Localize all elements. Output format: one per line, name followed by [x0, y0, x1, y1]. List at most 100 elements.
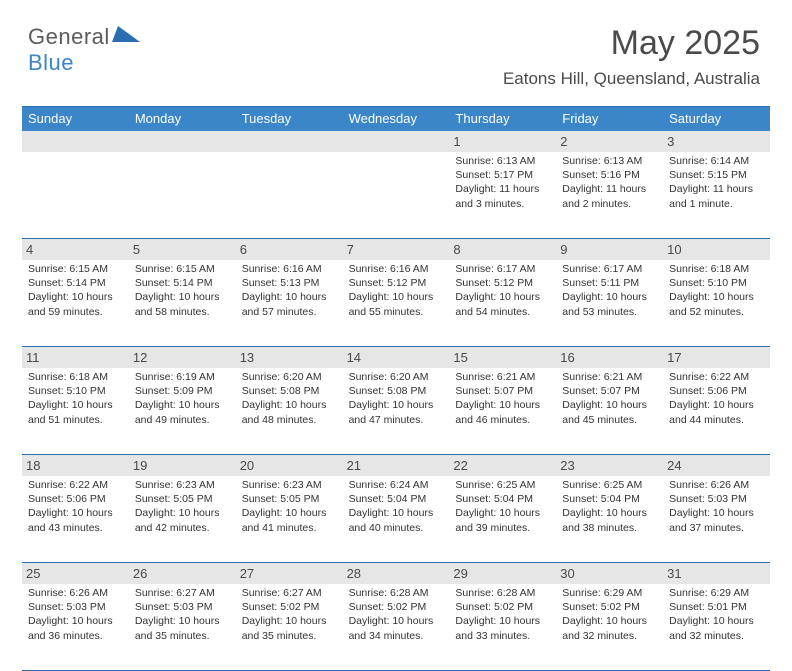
- weekday-header-row: SundayMondayTuesdayWednesdayThursdayFrid…: [22, 107, 770, 131]
- logo-word-blue: Blue: [28, 50, 74, 75]
- daylight-text: Daylight: 10 hours and 35 minutes.: [242, 614, 337, 642]
- day-number: 29: [449, 563, 556, 584]
- day-cell: Sunrise: 6:28 AMSunset: 5:02 PMDaylight:…: [343, 584, 450, 670]
- sunrise-text: Sunrise: 6:19 AM: [135, 370, 230, 384]
- daylight-text: Daylight: 10 hours and 39 minutes.: [455, 506, 550, 534]
- daylight-text: Daylight: 11 hours and 2 minutes.: [562, 182, 657, 210]
- sunset-text: Sunset: 5:15 PM: [669, 168, 764, 182]
- logo-sail-icon: [112, 26, 140, 42]
- sunset-text: Sunset: 5:07 PM: [562, 384, 657, 398]
- sunrise-text: Sunrise: 6:18 AM: [669, 262, 764, 276]
- weekday-header-cell: Wednesday: [343, 107, 450, 131]
- day-cell: [343, 152, 450, 238]
- day-details: Sunrise: 6:15 AMSunset: 5:14 PMDaylight:…: [133, 260, 232, 319]
- day-details: Sunrise: 6:29 AMSunset: 5:01 PMDaylight:…: [667, 584, 766, 643]
- daylight-text: Daylight: 10 hours and 32 minutes.: [562, 614, 657, 642]
- day-number: 21: [343, 455, 450, 476]
- sunrise-text: Sunrise: 6:29 AM: [562, 586, 657, 600]
- sunset-text: Sunset: 5:05 PM: [135, 492, 230, 506]
- day-number: 17: [663, 347, 770, 368]
- day-cell: [236, 152, 343, 238]
- day-cell: Sunrise: 6:17 AMSunset: 5:12 PMDaylight:…: [449, 260, 556, 346]
- daylight-text: Daylight: 10 hours and 58 minutes.: [135, 290, 230, 318]
- day-cell: Sunrise: 6:29 AMSunset: 5:01 PMDaylight:…: [663, 584, 770, 670]
- sunrise-text: Sunrise: 6:25 AM: [455, 478, 550, 492]
- weeks-container: 123Sunrise: 6:13 AMSunset: 5:17 PMDaylig…: [22, 131, 770, 671]
- day-cell: Sunrise: 6:13 AMSunset: 5:16 PMDaylight:…: [556, 152, 663, 238]
- sunrise-text: Sunrise: 6:23 AM: [135, 478, 230, 492]
- day-cell: Sunrise: 6:16 AMSunset: 5:13 PMDaylight:…: [236, 260, 343, 346]
- sunset-text: Sunset: 5:12 PM: [349, 276, 444, 290]
- logo-text: General Blue: [28, 24, 140, 75]
- day-number: 18: [22, 455, 129, 476]
- daylight-text: Daylight: 11 hours and 1 minute.: [669, 182, 764, 210]
- day-details: Sunrise: 6:28 AMSunset: 5:02 PMDaylight:…: [453, 584, 552, 643]
- sunset-text: Sunset: 5:08 PM: [349, 384, 444, 398]
- day-number: 14: [343, 347, 450, 368]
- sunrise-text: Sunrise: 6:23 AM: [242, 478, 337, 492]
- day-number: 5: [129, 239, 236, 260]
- sunrise-text: Sunrise: 6:22 AM: [669, 370, 764, 384]
- day-number: 8: [449, 239, 556, 260]
- day-details: Sunrise: 6:24 AMSunset: 5:04 PMDaylight:…: [347, 476, 446, 535]
- daylight-text: Daylight: 10 hours and 59 minutes.: [28, 290, 123, 318]
- daylight-text: Daylight: 10 hours and 35 minutes.: [135, 614, 230, 642]
- day-number: 23: [556, 455, 663, 476]
- day-cell: Sunrise: 6:21 AMSunset: 5:07 PMDaylight:…: [449, 368, 556, 454]
- day-number: 24: [663, 455, 770, 476]
- day-details: Sunrise: 6:26 AMSunset: 5:03 PMDaylight:…: [667, 476, 766, 535]
- day-cell: Sunrise: 6:15 AMSunset: 5:14 PMDaylight:…: [22, 260, 129, 346]
- day-details: Sunrise: 6:20 AMSunset: 5:08 PMDaylight:…: [240, 368, 339, 427]
- daylight-text: Daylight: 10 hours and 57 minutes.: [242, 290, 337, 318]
- day-details: Sunrise: 6:22 AMSunset: 5:06 PMDaylight:…: [26, 476, 125, 535]
- sunset-text: Sunset: 5:04 PM: [349, 492, 444, 506]
- sunset-text: Sunset: 5:13 PM: [242, 276, 337, 290]
- day-details: Sunrise: 6:25 AMSunset: 5:04 PMDaylight:…: [453, 476, 552, 535]
- sunset-text: Sunset: 5:08 PM: [242, 384, 337, 398]
- daylight-text: Daylight: 10 hours and 52 minutes.: [669, 290, 764, 318]
- sunset-text: Sunset: 5:03 PM: [135, 600, 230, 614]
- sunset-text: Sunset: 5:04 PM: [562, 492, 657, 506]
- week-row: Sunrise: 6:22 AMSunset: 5:06 PMDaylight:…: [22, 476, 770, 563]
- day-details: Sunrise: 6:15 AMSunset: 5:14 PMDaylight:…: [26, 260, 125, 319]
- sunrise-text: Sunrise: 6:16 AM: [349, 262, 444, 276]
- daylight-text: Daylight: 10 hours and 43 minutes.: [28, 506, 123, 534]
- day-number: 30: [556, 563, 663, 584]
- month-title: May 2025: [503, 24, 760, 63]
- day-number: 4: [22, 239, 129, 260]
- day-cell: Sunrise: 6:28 AMSunset: 5:02 PMDaylight:…: [449, 584, 556, 670]
- day-cell: Sunrise: 6:26 AMSunset: 5:03 PMDaylight:…: [22, 584, 129, 670]
- day-details: Sunrise: 6:18 AMSunset: 5:10 PMDaylight:…: [667, 260, 766, 319]
- day-cell: [129, 152, 236, 238]
- sunrise-text: Sunrise: 6:15 AM: [28, 262, 123, 276]
- weekday-header-cell: Friday: [556, 107, 663, 131]
- day-number: 25: [22, 563, 129, 584]
- logo-word-general: General: [28, 24, 110, 49]
- sunset-text: Sunset: 5:04 PM: [455, 492, 550, 506]
- sunset-text: Sunset: 5:06 PM: [669, 384, 764, 398]
- day-cell: Sunrise: 6:17 AMSunset: 5:11 PMDaylight:…: [556, 260, 663, 346]
- sunrise-text: Sunrise: 6:27 AM: [135, 586, 230, 600]
- day-number: 3: [663, 131, 770, 152]
- day-number: [22, 131, 129, 152]
- sunrise-text: Sunrise: 6:20 AM: [242, 370, 337, 384]
- day-cell: Sunrise: 6:24 AMSunset: 5:04 PMDaylight:…: [343, 476, 450, 562]
- sunrise-text: Sunrise: 6:21 AM: [562, 370, 657, 384]
- day-details: Sunrise: 6:21 AMSunset: 5:07 PMDaylight:…: [453, 368, 552, 427]
- day-details: Sunrise: 6:27 AMSunset: 5:03 PMDaylight:…: [133, 584, 232, 643]
- day-number: 31: [663, 563, 770, 584]
- sunrise-text: Sunrise: 6:13 AM: [455, 154, 550, 168]
- daylight-text: Daylight: 10 hours and 36 minutes.: [28, 614, 123, 642]
- day-number: 26: [129, 563, 236, 584]
- day-cell: Sunrise: 6:29 AMSunset: 5:02 PMDaylight:…: [556, 584, 663, 670]
- day-cell: Sunrise: 6:15 AMSunset: 5:14 PMDaylight:…: [129, 260, 236, 346]
- sunrise-text: Sunrise: 6:26 AM: [28, 586, 123, 600]
- day-details: Sunrise: 6:28 AMSunset: 5:02 PMDaylight:…: [347, 584, 446, 643]
- day-number: 16: [556, 347, 663, 368]
- day-number: 13: [236, 347, 343, 368]
- day-details: Sunrise: 6:21 AMSunset: 5:07 PMDaylight:…: [560, 368, 659, 427]
- day-number: 27: [236, 563, 343, 584]
- daylight-text: Daylight: 10 hours and 32 minutes.: [669, 614, 764, 642]
- weekday-header-cell: Monday: [129, 107, 236, 131]
- day-cell: Sunrise: 6:25 AMSunset: 5:04 PMDaylight:…: [556, 476, 663, 562]
